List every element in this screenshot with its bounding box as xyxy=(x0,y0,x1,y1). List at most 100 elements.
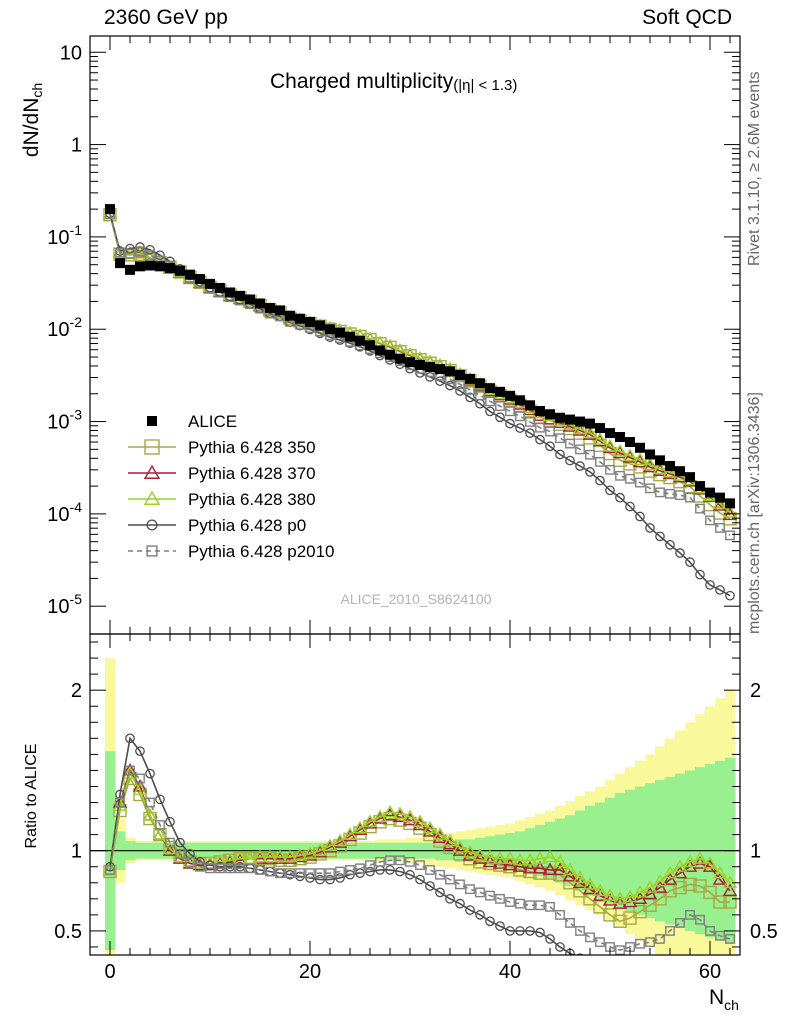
ratio-point xyxy=(465,905,475,915)
alice-data-point xyxy=(195,274,205,285)
ratio-point xyxy=(285,868,295,879)
alice-data-point xyxy=(655,455,665,466)
data-point xyxy=(515,423,525,433)
ratio-point xyxy=(712,872,728,885)
ratio-point xyxy=(465,884,475,895)
y-tick-label: 10-3 xyxy=(47,407,82,434)
ratio-point xyxy=(595,937,605,948)
ratio-point xyxy=(145,768,155,779)
ratio-point xyxy=(525,926,535,936)
data-point xyxy=(582,425,598,439)
ratio-point xyxy=(305,868,315,879)
ratio-frame xyxy=(89,633,741,956)
data-point xyxy=(725,590,735,601)
chart-title: Charged multiplicity(|η| < 1.3) xyxy=(270,70,517,94)
data-point xyxy=(545,426,555,437)
alice-data-point xyxy=(385,349,395,360)
alice-data-point xyxy=(685,472,695,483)
data-point xyxy=(515,411,525,422)
ratio-point xyxy=(155,820,165,830)
ratio-point xyxy=(535,900,545,911)
ratio-y-tick-label: 0.5 xyxy=(54,921,82,943)
ratio-point xyxy=(225,863,235,874)
ratio-point xyxy=(125,733,135,744)
ratio-point xyxy=(335,873,345,883)
ratio-point xyxy=(385,865,395,875)
ratio-y-tick-label-right: 1 xyxy=(750,841,761,863)
legend-label: Pythia 6.428 380 xyxy=(188,490,316,509)
ratio-point xyxy=(145,797,155,808)
alice-data-point xyxy=(465,373,475,384)
ratio-point xyxy=(115,797,125,808)
ratio-point xyxy=(452,840,468,853)
ratio-point xyxy=(395,866,405,877)
alice-data-point xyxy=(145,260,155,271)
ratio-point xyxy=(686,988,694,996)
ratio-point xyxy=(485,890,495,901)
data-point xyxy=(555,449,565,460)
ratio-line xyxy=(109,769,731,952)
data-point xyxy=(725,530,735,541)
alice-data-point xyxy=(545,409,555,420)
tick-labels: 0 20 40 60 10 1 10-1 10-2 10-3 10-4 10-5 0.5 0.5 1 1 2 2 xyxy=(47,42,778,983)
alice-data-point xyxy=(265,302,275,313)
data-point xyxy=(695,503,705,514)
ratio-uncertainty-bands xyxy=(105,658,736,955)
ratio-point xyxy=(195,861,205,872)
ratio-point xyxy=(342,827,358,840)
alice-data-point xyxy=(295,313,305,324)
ratio-point xyxy=(332,833,348,847)
ratio-point xyxy=(175,848,185,859)
ratio-point xyxy=(672,859,688,872)
ratio-point xyxy=(555,942,565,952)
ratio-point xyxy=(172,849,188,863)
ratio-point xyxy=(165,837,175,848)
ratio-point xyxy=(152,827,168,840)
data-point xyxy=(595,475,605,486)
data-point xyxy=(505,406,515,417)
ratio-point xyxy=(682,854,698,868)
analysis-id-label: ALICE_2010_S8624100 xyxy=(340,591,491,607)
data-point xyxy=(495,412,505,423)
ratio-point xyxy=(616,972,624,980)
ratio-point xyxy=(392,806,408,819)
legend-label: Pythia 6.428 370 xyxy=(188,464,316,483)
ratio-point xyxy=(415,860,425,871)
alice-data-point xyxy=(525,400,535,411)
ratio-point xyxy=(635,938,645,949)
ratio-point xyxy=(392,809,408,823)
ratio-point xyxy=(272,851,288,864)
ratio-point xyxy=(522,852,538,866)
ratio-point xyxy=(672,865,688,879)
alice-data-point xyxy=(725,498,735,509)
ratio-point xyxy=(375,857,385,867)
ratio-point xyxy=(532,851,548,864)
data-point xyxy=(505,418,515,429)
ratio-point xyxy=(445,893,455,904)
data-point xyxy=(495,401,505,412)
axis-ticks xyxy=(90,36,740,955)
ratio-point xyxy=(255,865,265,875)
alice-data-point xyxy=(285,310,295,321)
data-point xyxy=(675,548,685,558)
ratio-point xyxy=(545,901,555,912)
x-tick-label: 40 xyxy=(499,961,521,983)
x-axis-label: Nch xyxy=(709,986,739,1013)
ratio-point xyxy=(646,981,654,989)
ratio-point xyxy=(362,815,378,829)
ratio-point xyxy=(112,798,128,811)
data-point xyxy=(585,467,595,477)
ratio-point xyxy=(632,884,648,898)
ratio-y-axis-label: Ratio to ALICE xyxy=(23,744,40,849)
data-point xyxy=(135,246,145,257)
ratio-point xyxy=(702,856,718,869)
ratio-point xyxy=(596,964,604,972)
data-point xyxy=(565,438,575,449)
ratio-point xyxy=(472,851,488,864)
alice-data-point xyxy=(415,359,425,370)
data-point xyxy=(605,485,615,496)
data-point xyxy=(705,515,715,526)
ratio-point xyxy=(352,822,368,836)
alice-data-point xyxy=(275,305,285,316)
